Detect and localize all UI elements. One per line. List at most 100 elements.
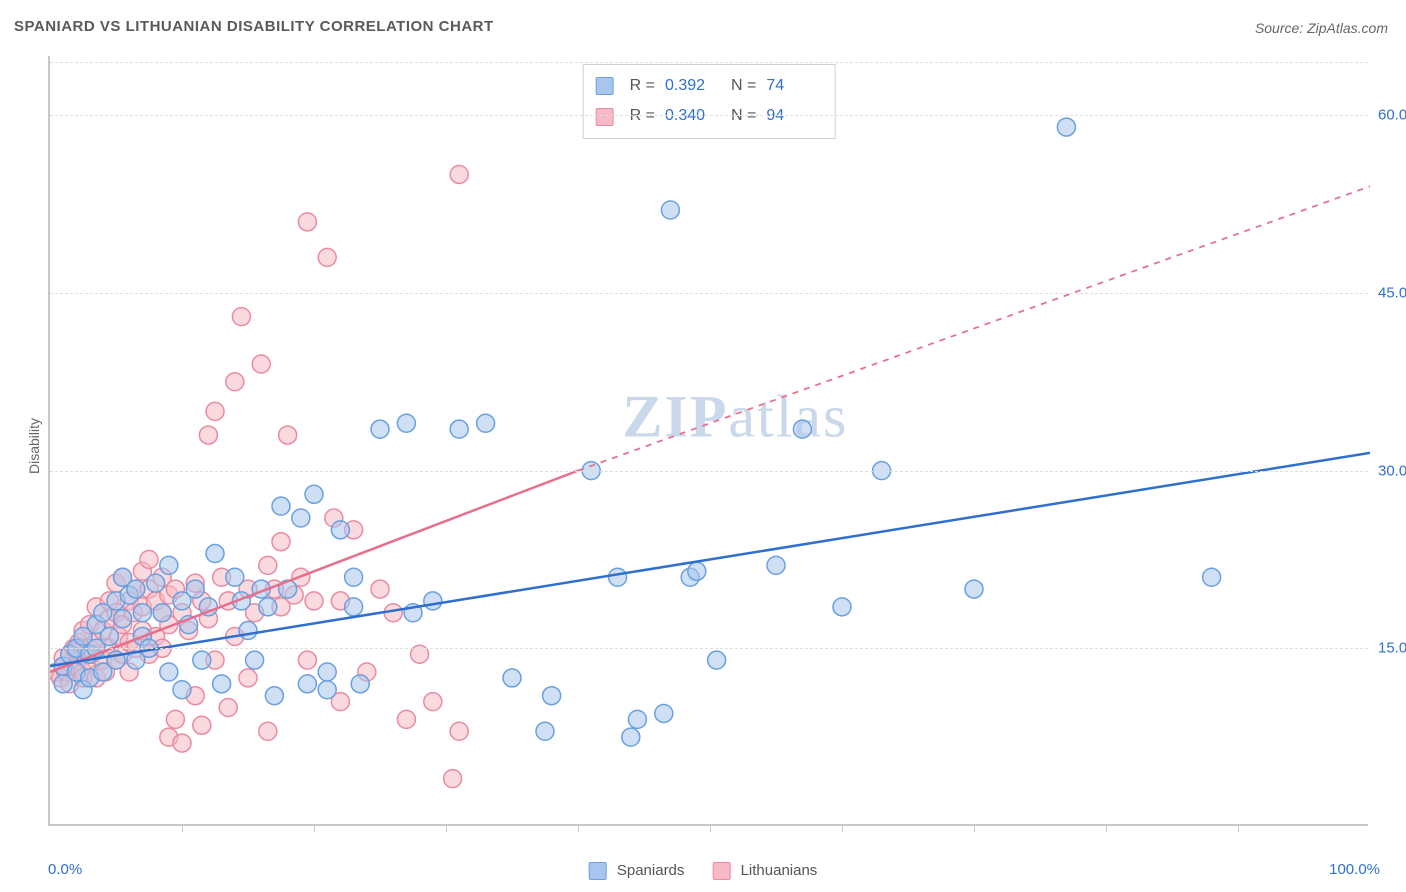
data-point [318,681,336,699]
data-point [160,663,178,681]
data-point [1203,568,1221,586]
data-point [345,568,363,586]
legend-item-spaniards: Spaniards [589,862,685,880]
data-point [272,497,290,515]
data-point [661,201,679,219]
data-point [424,592,442,610]
data-point [279,426,297,444]
n-label: N = [731,101,756,131]
data-point [206,402,224,420]
data-point [147,574,165,592]
x-tick [314,824,315,832]
data-point [213,675,231,693]
data-point [793,420,811,438]
data-point [114,610,132,628]
data-point [450,420,468,438]
data-point [246,651,264,669]
data-point [100,627,118,645]
x-tick [182,824,183,832]
data-point [298,651,316,669]
data-point [622,728,640,746]
data-point [345,598,363,616]
x-axis-max-label: 100.0% [1329,861,1380,878]
data-point [259,598,277,616]
data-point [199,426,217,444]
data-point [397,710,415,728]
data-point [708,651,726,669]
stats-row-spaniards: R = 0.392 N = 74 [596,71,823,101]
gridline [50,293,1368,294]
data-point [232,308,250,326]
n-value: 74 [766,71,822,101]
chart-title: SPANIARD VS LITHUANIAN DISABILITY CORREL… [14,18,494,35]
data-point [543,687,561,705]
gridline [50,62,1368,63]
data-point [371,580,389,598]
y-tick-label: 30.0% [1378,462,1406,479]
data-point [219,699,237,717]
data-point [609,568,627,586]
chart-source: Source: ZipAtlas.com [1255,20,1388,36]
data-point [193,716,211,734]
data-point [140,550,158,568]
data-point [226,568,244,586]
data-point [767,556,785,574]
data-point [318,663,336,681]
data-point [259,722,277,740]
x-tick [1106,824,1107,832]
legend-label: Spaniards [617,862,685,879]
data-point [655,704,673,722]
gridline [50,471,1368,472]
data-point [351,675,369,693]
gridline [50,115,1368,116]
data-point [259,556,277,574]
data-point [239,669,257,687]
data-point [305,485,323,503]
legend-item-lithuanians: Lithuanians [712,862,817,880]
data-point [833,598,851,616]
data-point [193,651,211,669]
y-axis-label: Disability [26,418,42,474]
x-tick [1238,824,1239,832]
y-tick-label: 45.0% [1378,284,1406,301]
r-label: R = [630,101,655,131]
r-label: R = [630,71,655,101]
x-axis-min-label: 0.0% [48,861,82,878]
data-point [292,509,310,527]
n-value: 94 [766,101,822,131]
data-point [206,545,224,563]
trend-line [50,453,1370,666]
stats-row-lithuanians: R = 0.340 N = 94 [596,101,823,131]
data-point [424,693,442,711]
swatch-spaniards-icon [596,77,614,95]
stats-legend-box: R = 0.392 N = 74 R = 0.340 N = 94 [583,64,836,139]
chart-svg [50,56,1370,826]
data-point [397,414,415,432]
data-point [153,604,171,622]
data-point [298,213,316,231]
r-value: 0.340 [665,101,721,131]
data-point [173,734,191,752]
data-point [628,710,646,728]
data-point [173,681,191,699]
r-value: 0.392 [665,71,721,101]
data-point [477,414,495,432]
x-tick [710,824,711,832]
n-label: N = [731,71,756,101]
series-legend: Spaniards Lithuanians [589,862,818,880]
gridline [50,648,1368,649]
data-point [450,165,468,183]
data-point [265,687,283,705]
trend-line [578,186,1370,470]
data-point [239,622,257,640]
data-point [688,562,706,580]
x-tick [578,824,579,832]
data-point [503,669,521,687]
x-tick [446,824,447,832]
y-tick-label: 60.0% [1378,107,1406,124]
swatch-lithuanians-icon [596,108,614,126]
data-point [133,604,151,622]
data-point [965,580,983,598]
data-point [305,592,323,610]
x-tick [842,824,843,832]
